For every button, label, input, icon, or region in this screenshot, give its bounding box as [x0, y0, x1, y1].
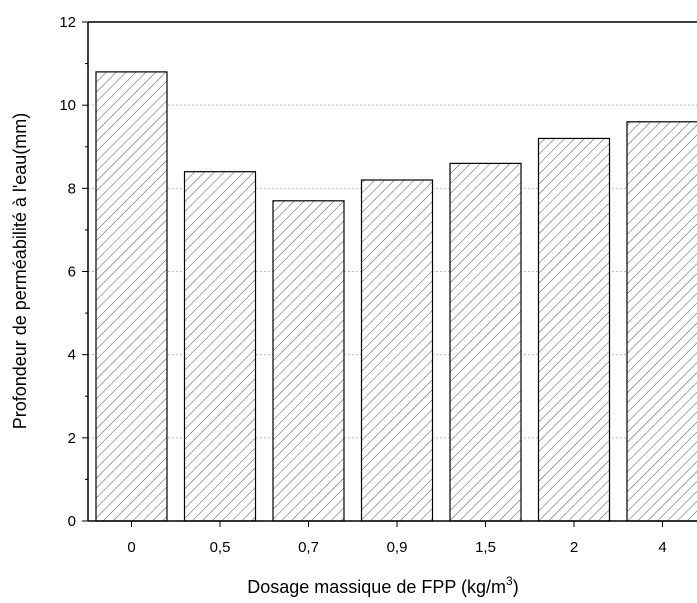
x-axis-label-suffix: ): [513, 577, 519, 597]
y-tick-label: 10: [59, 97, 76, 114]
bar: [449, 162, 522, 522]
bars: [95, 71, 697, 522]
x-tick-label: 1,5: [475, 539, 496, 556]
bar: [183, 171, 257, 522]
bar: [95, 71, 168, 522]
x-tick-label: 0,7: [298, 539, 319, 556]
y-tick-label: 6: [68, 264, 76, 281]
bar: [626, 121, 697, 522]
x-tick-label: 2: [570, 539, 578, 556]
bar: [272, 200, 345, 522]
bar: [537, 137, 611, 522]
x-axis-label: Dosage massique de FPP (kg/m3): [247, 574, 518, 597]
x-tick-label: 4: [658, 539, 666, 556]
y-tick-label: 12: [59, 14, 76, 31]
bar: [360, 179, 434, 522]
y-tick-label: 4: [68, 347, 76, 364]
x-tick-label: 0,5: [210, 539, 231, 556]
x-tick-label: 0,9: [387, 539, 408, 556]
y-tick-label: 8: [68, 180, 76, 197]
y-tick-label: 2: [68, 430, 76, 447]
y-axis-label: Profondeur de perméabilité à l'eau(mm): [10, 113, 30, 430]
axes: [82, 21, 697, 527]
y-tick-label: 0: [68, 513, 76, 530]
x-axis-label-main: Dosage massique de FPP (kg/m: [247, 577, 506, 597]
tick-labels: 0 2 4 6 8 10 12 0 0,5 0,7 0,9 1,5 2 4: [59, 14, 666, 556]
x-tick-label: 0: [127, 539, 135, 556]
x-axis-label-superscript: 3: [506, 574, 513, 588]
